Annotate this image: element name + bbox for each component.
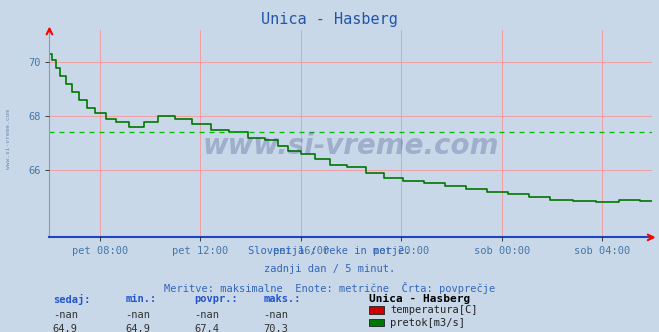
Text: Meritve: maksimalne  Enote: metrične  Črta: povprečje: Meritve: maksimalne Enote: metrične Črta… <box>164 282 495 294</box>
Text: -nan: -nan <box>125 310 150 320</box>
Text: 67,4: 67,4 <box>194 324 219 332</box>
Text: Slovenija / reke in morje.: Slovenija / reke in morje. <box>248 246 411 256</box>
Text: -nan: -nan <box>264 310 289 320</box>
Text: maks.:: maks.: <box>264 294 301 304</box>
Text: 70,3: 70,3 <box>264 324 289 332</box>
Text: povpr.:: povpr.: <box>194 294 238 304</box>
Text: sedaj:: sedaj: <box>53 294 90 305</box>
Text: zadnji dan / 5 minut.: zadnji dan / 5 minut. <box>264 264 395 274</box>
Text: min.:: min.: <box>125 294 156 304</box>
Text: 64,9: 64,9 <box>125 324 150 332</box>
Text: Unica - Hasberg: Unica - Hasberg <box>369 294 471 304</box>
Text: Unica - Hasberg: Unica - Hasberg <box>261 12 398 27</box>
Text: -nan: -nan <box>53 310 78 320</box>
Text: 64,9: 64,9 <box>53 324 78 332</box>
Text: pretok[m3/s]: pretok[m3/s] <box>390 318 465 328</box>
Text: temperatura[C]: temperatura[C] <box>390 305 478 315</box>
Text: www.si-vreme.com: www.si-vreme.com <box>203 132 499 160</box>
Text: www.si-vreme.com: www.si-vreme.com <box>6 110 11 169</box>
Text: -nan: -nan <box>194 310 219 320</box>
